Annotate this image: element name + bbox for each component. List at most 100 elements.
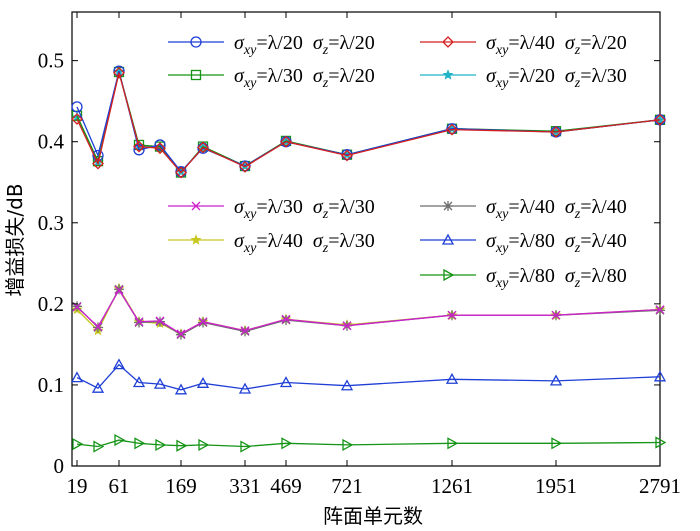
legend-marker	[442, 69, 454, 80]
data-point	[340, 379, 354, 391]
data-point	[342, 438, 354, 452]
legend-label-part: σ	[313, 196, 324, 218]
data-point	[198, 317, 208, 327]
data-point	[447, 437, 459, 450]
legend-label-part: σ	[565, 65, 576, 87]
legend-label-part: σ	[313, 32, 324, 54]
data-point	[549, 374, 563, 386]
data-point	[240, 440, 252, 453]
legend-label: σxy=λ/80 σz=λ/40	[486, 230, 627, 256]
data-point	[134, 437, 146, 450]
legend-label: σxy=λ/20 σz=λ/30	[486, 65, 627, 91]
series-layer	[70, 65, 667, 453]
data-point	[281, 437, 293, 450]
data-point	[280, 135, 292, 148]
plot-frame	[71, 11, 661, 467]
series-line	[76, 439, 661, 448]
plot-border	[71, 11, 661, 467]
series-5	[72, 285, 665, 339]
y-tick-label: 0	[54, 454, 65, 478]
legend-label-part: =λ/20	[328, 65, 375, 87]
data-point	[196, 376, 210, 388]
legend-label-part: σ	[486, 65, 497, 87]
data-point	[132, 376, 146, 388]
legend-label-part: =λ/20	[580, 32, 627, 54]
legend-label-part: xy	[243, 241, 257, 256]
legend-label-part: =λ/40	[508, 32, 555, 54]
legend-item: σxy=λ/20 σz=λ/30	[420, 65, 627, 91]
legend-label-part: σ	[486, 32, 497, 54]
data-point	[176, 329, 186, 339]
y-tick-label: 0.3	[38, 211, 64, 235]
legend-item: σxy=λ/40 σz=λ/40	[420, 196, 627, 222]
legend-item: σxy=λ/30 σz=λ/30	[168, 196, 375, 222]
data-point	[70, 371, 84, 383]
y-tick-label: 0.4	[38, 130, 65, 154]
legend-item: σxy=λ/80 σz=λ/80	[420, 265, 627, 291]
data-point	[240, 326, 250, 336]
legend-label: σxy=λ/80 σz=λ/80	[486, 265, 627, 291]
data-point	[279, 376, 293, 388]
data-point	[551, 437, 563, 450]
data-point	[71, 101, 83, 113]
legend-label-part: σ	[234, 230, 245, 252]
legend-label-part: xy	[495, 207, 509, 222]
legend-label-part: =λ/80	[508, 230, 555, 252]
legend-label-part: =λ/80	[508, 265, 555, 287]
y-axis-ticks: 0 0.1 0.2 0.3 0.4 0.5	[38, 49, 660, 478]
legend-label-part: xy	[243, 207, 257, 222]
legend-label-part: z	[574, 207, 581, 222]
legend-label-part: σ	[486, 230, 497, 252]
legend-label-part: =λ/40	[508, 196, 555, 218]
series-7	[71, 282, 666, 339]
series-line	[76, 72, 661, 174]
series-line	[76, 288, 661, 335]
legend-label: σxy=λ/40 σz=λ/20	[486, 32, 627, 58]
y-tick-label: 0.2	[38, 292, 64, 316]
y-tick-label: 0.1	[38, 373, 64, 397]
data-point	[551, 310, 561, 320]
legend-marker	[443, 268, 455, 282]
data-point	[655, 436, 667, 449]
data-point	[447, 310, 457, 320]
legend-label: σxy=λ/40 σz=λ/40	[486, 196, 627, 222]
legend-label-part: σ	[565, 265, 576, 287]
legend-label-part: =λ/30	[580, 65, 627, 87]
data-point	[133, 140, 145, 153]
series-6	[72, 284, 665, 340]
x-tick-label: 19	[67, 474, 88, 498]
data-point	[445, 372, 459, 384]
x-tick-label: 469	[270, 474, 302, 498]
data-point	[92, 149, 104, 162]
data-point	[281, 314, 291, 324]
x-tick-label: 721	[331, 474, 363, 498]
legend-label-part: =λ/40	[580, 230, 627, 252]
data-point	[93, 440, 105, 453]
legend-label-part: =λ/20	[328, 32, 375, 54]
x-tick-label: 169	[165, 474, 197, 498]
data-point	[114, 285, 124, 295]
legend-label-part: σ	[486, 265, 497, 287]
y-tick-label: 0.5	[38, 49, 64, 73]
legend-label-part: xy	[495, 76, 509, 91]
data-point	[72, 438, 84, 451]
legend-label-part: z	[322, 241, 329, 256]
series-line	[76, 363, 661, 391]
data-point	[154, 139, 166, 151]
x-tick-label: 2791	[639, 474, 681, 498]
legend-marker	[442, 36, 454, 48]
data-point	[176, 439, 188, 452]
legend-label-part: =λ/30	[328, 230, 375, 252]
data-point	[155, 438, 167, 452]
legend-label-part: =λ/40	[256, 230, 303, 252]
data-point	[72, 302, 82, 312]
legend-label-part: =λ/30	[328, 196, 375, 218]
y-axis-title: 增益损失/dB	[3, 183, 27, 296]
data-point	[113, 65, 125, 77]
data-point	[239, 160, 251, 173]
data-point	[113, 66, 125, 79]
data-point	[134, 317, 144, 327]
legend-label-part: σ	[565, 230, 576, 252]
